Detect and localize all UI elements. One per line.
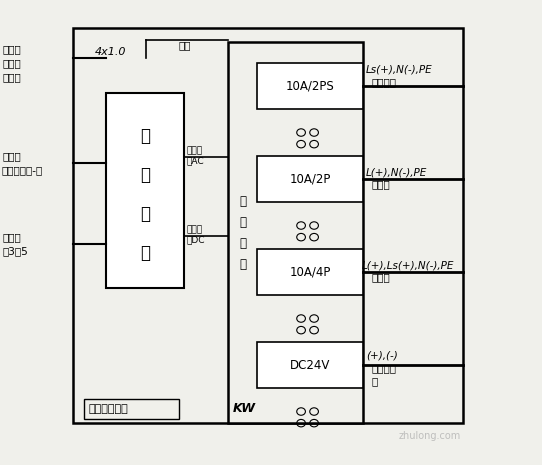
Text: KW: KW xyxy=(233,402,256,415)
Text: 源AC: 源AC xyxy=(187,156,205,165)
Text: （联动: （联动 xyxy=(3,58,22,68)
Bar xyxy=(106,93,184,288)
Text: 输
出
模
块: 输 出 模 块 xyxy=(239,194,246,271)
Text: 电: 电 xyxy=(140,127,150,145)
Text: 持续式: 持续式 xyxy=(371,179,390,190)
Text: 10A/2PS: 10A/2PS xyxy=(286,80,334,93)
Text: DC24V: DC24V xyxy=(290,359,331,372)
Text: 非持续式: 非持续式 xyxy=(371,77,396,87)
Text: 消防联: 消防联 xyxy=(3,44,22,54)
Text: 可控式: 可控式 xyxy=(371,272,390,283)
Bar xyxy=(73,28,463,423)
Text: 应急电: 应急电 xyxy=(187,226,203,235)
Text: 监控: 监控 xyxy=(179,40,191,50)
Bar xyxy=(257,342,363,388)
Text: (+),(-): (+),(-) xyxy=(366,351,398,361)
Text: 源DC: 源DC xyxy=(187,235,205,244)
Text: 10A/4P: 10A/4P xyxy=(289,266,331,279)
Text: zhulong.com: zhulong.com xyxy=(398,431,461,441)
Text: 4x1.0: 4x1.0 xyxy=(95,47,126,57)
Text: 流: 流 xyxy=(371,376,378,386)
Bar xyxy=(257,63,363,109)
Bar xyxy=(257,249,363,295)
Text: 点灯）: 点灯） xyxy=(3,72,22,82)
Bar xyxy=(84,399,179,419)
Text: 正常电: 正常电 xyxy=(3,232,22,242)
Text: 地面导光: 地面导光 xyxy=(371,363,396,373)
Text: 源: 源 xyxy=(140,166,150,184)
Text: 应急电: 应急电 xyxy=(3,151,22,161)
Text: 源3或5: 源3或5 xyxy=(3,246,29,256)
Bar xyxy=(228,42,363,423)
Text: L(+),Ls(+),N(-),PE: L(+),Ls(+),N(-),PE xyxy=(362,260,454,270)
Text: L(+),N(-),PE: L(+),N(-),PE xyxy=(366,167,427,177)
Bar xyxy=(257,156,363,202)
Text: （源），（-）: （源），（-） xyxy=(1,165,42,175)
Text: 控: 控 xyxy=(140,205,150,223)
Text: Ls(+),N(-),PE: Ls(+),N(-),PE xyxy=(366,65,433,75)
Text: 正常电: 正常电 xyxy=(187,146,203,156)
Text: 额定应急功率: 额定应急功率 xyxy=(88,404,128,414)
Text: 制: 制 xyxy=(140,244,150,262)
Text: 10A/2P: 10A/2P xyxy=(289,173,331,186)
